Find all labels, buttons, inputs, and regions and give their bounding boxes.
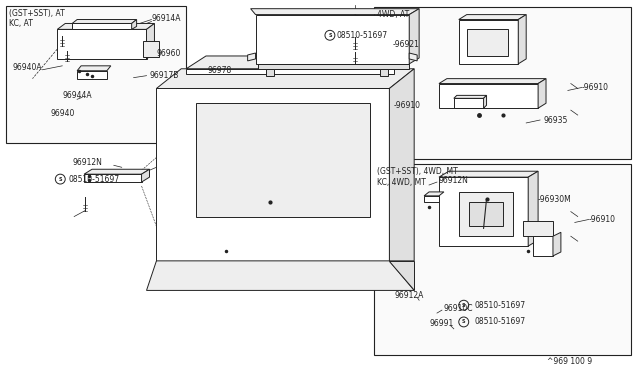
Polygon shape [84, 169, 150, 174]
Polygon shape [533, 236, 553, 256]
Polygon shape [141, 169, 150, 182]
Text: (GST+SST), AT
KC, AT: (GST+SST), AT KC, AT [9, 9, 65, 28]
Polygon shape [147, 23, 154, 59]
Text: 96940: 96940 [51, 109, 75, 118]
Polygon shape [518, 15, 526, 64]
Polygon shape [439, 171, 538, 177]
Text: S: S [328, 33, 332, 38]
Polygon shape [156, 69, 414, 89]
Polygon shape [147, 261, 414, 291]
Polygon shape [389, 261, 414, 291]
Polygon shape [257, 64, 409, 69]
Text: -96910: -96910 [582, 83, 609, 92]
Polygon shape [72, 23, 132, 29]
Text: 96991: 96991 [429, 320, 453, 328]
Polygon shape [143, 41, 159, 57]
Text: 96912N: 96912N [72, 158, 102, 167]
Polygon shape [77, 71, 107, 78]
Text: 96944A: 96944A [62, 91, 92, 100]
Polygon shape [196, 103, 369, 217]
Text: 08510-51697: 08510-51697 [337, 31, 388, 40]
Polygon shape [454, 98, 484, 108]
Text: -96910: -96910 [589, 215, 616, 224]
Polygon shape [459, 15, 526, 19]
Text: 96935: 96935 [543, 115, 568, 125]
Bar [6, 6, 186, 142]
Polygon shape [186, 56, 414, 69]
Polygon shape [186, 69, 394, 74]
Polygon shape [251, 9, 419, 15]
Text: 96912N: 96912N [439, 176, 469, 185]
Polygon shape [468, 202, 504, 227]
Text: S: S [462, 303, 465, 308]
Polygon shape [266, 69, 275, 76]
Polygon shape [454, 95, 486, 98]
Polygon shape [58, 23, 154, 29]
Text: (GST+SST), 4WD, MT
KC, 4WD, MT: (GST+SST), 4WD, MT KC, 4WD, MT [376, 167, 457, 187]
Polygon shape [538, 78, 546, 108]
Polygon shape [248, 53, 255, 61]
Polygon shape [467, 29, 508, 56]
Polygon shape [439, 78, 546, 84]
Text: 96910C: 96910C [444, 304, 474, 312]
Polygon shape [72, 19, 136, 23]
Polygon shape [389, 69, 414, 261]
Text: 96912A: 96912A [394, 291, 424, 300]
Text: S: S [58, 177, 62, 182]
Polygon shape [255, 15, 409, 64]
Polygon shape [459, 192, 513, 236]
Polygon shape [528, 171, 538, 246]
Bar [374, 164, 631, 355]
Polygon shape [156, 89, 389, 261]
Polygon shape [409, 53, 417, 61]
Text: -96921: -96921 [392, 40, 419, 49]
Text: S: S [462, 320, 465, 324]
Text: 96960: 96960 [156, 48, 181, 58]
Text: ^969 100 9: ^969 100 9 [547, 357, 593, 366]
Polygon shape [439, 84, 538, 108]
Polygon shape [459, 19, 518, 64]
Polygon shape [132, 19, 136, 29]
Text: -96910: -96910 [394, 101, 420, 110]
Polygon shape [58, 29, 147, 59]
Text: 08510-51697: 08510-51697 [475, 317, 526, 327]
Text: 96940A: 96940A [13, 63, 42, 72]
Text: 96978: 96978 [208, 66, 232, 75]
Polygon shape [484, 95, 486, 108]
Bar [374, 7, 631, 160]
Text: 4WD, AT: 4WD, AT [376, 10, 409, 19]
Text: 08510-51697: 08510-51697 [68, 174, 119, 184]
Polygon shape [77, 66, 111, 71]
Polygon shape [380, 69, 388, 76]
Polygon shape [84, 174, 141, 182]
Polygon shape [424, 196, 439, 202]
Text: 96917B: 96917B [150, 71, 179, 80]
Polygon shape [424, 192, 444, 196]
Polygon shape [409, 9, 419, 64]
Polygon shape [553, 232, 561, 256]
Polygon shape [439, 177, 528, 246]
Text: 08510-51697: 08510-51697 [475, 301, 526, 310]
Text: 96914A: 96914A [152, 14, 181, 23]
Text: -96930M: -96930M [538, 195, 572, 204]
Polygon shape [524, 221, 553, 236]
